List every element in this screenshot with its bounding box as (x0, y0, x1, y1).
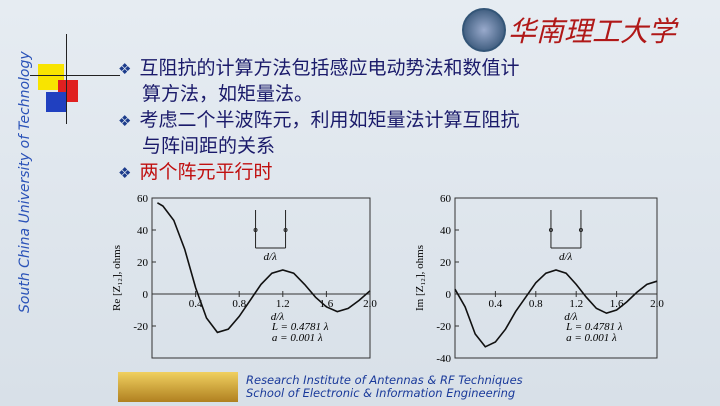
x-tick-label: 1.6 (320, 298, 334, 310)
bullet: ❖ 两个阵元平行时 (118, 161, 273, 183)
annotation: L = 0.4781 λ (271, 321, 329, 333)
bullet-text: 考虑二个半波阵元，利用如矩量法计算互阻抗 (139, 109, 520, 131)
curve (156, 202, 371, 334)
bullet: ❖ 考虑二个半波阵元，利用如矩量法计算互阻抗 与阵间距的关系 (118, 109, 520, 157)
annotation: a = 0.001 λ (566, 332, 617, 344)
inset-label: d/λ (264, 251, 278, 263)
feed (283, 228, 288, 232)
inset-label: d/λ (559, 251, 573, 263)
x-axis-label: d/λ (564, 311, 578, 323)
y-tick-label: 0 (446, 289, 452, 301)
y-axis-label: Im [Z₁₂], ohms (414, 245, 426, 311)
logo-text: 华南理工大学 (508, 15, 677, 48)
footer-line: Research Institute of Antennas & RF Tech… (246, 373, 523, 387)
x-tick-label: 2.0 (363, 298, 377, 310)
building-image (118, 372, 238, 402)
y-tick-label: -40 (436, 353, 451, 365)
bullet-text: 算方法，如矩量法。 (142, 83, 314, 105)
x-tick-label: 1.2 (276, 298, 290, 310)
feed (578, 228, 583, 232)
x-tick-label: 0.8 (529, 298, 543, 310)
y-tick-label: 40 (137, 225, 149, 237)
bullet-text: 与阵间距的关系 (142, 135, 276, 157)
y-tick-label: -20 (436, 321, 451, 333)
y-tick-label: 60 (440, 193, 452, 205)
footer: Research Institute of Antennas & RF Tech… (246, 374, 523, 400)
y-tick-label: 60 (137, 193, 149, 205)
y-tick-label: 20 (137, 257, 149, 269)
plot-frame (454, 197, 658, 359)
y-tick-label: -20 (133, 321, 148, 333)
footer-line: School of Electronic & Information Engin… (246, 386, 516, 400)
deco (66, 34, 67, 124)
y-tick-label: 20 (440, 257, 452, 269)
x-tick-label: 0.4 (189, 298, 203, 310)
y-axis-label: Re [Z₁₂], ohms (111, 245, 123, 311)
bullet-text: 两个阵元平行时 (139, 161, 273, 183)
y-tick-label: 40 (440, 225, 452, 237)
deco (46, 92, 66, 112)
x-tick-label: 1.2 (569, 298, 583, 310)
x-tick-label: 2.0 (650, 298, 664, 310)
x-tick-label: 0.8 (232, 298, 246, 310)
x-axis-label: d/λ (271, 311, 285, 323)
y-tick-label: 0 (143, 289, 149, 301)
annotation: L = 0.4781 λ (565, 321, 623, 333)
bullet: ❖ 互阻抗的计算方法包括感应电动势法和数值计 算方法，如矩量法。 (118, 57, 520, 105)
logo-emblem (462, 8, 506, 52)
x-tick-label: 1.6 (610, 298, 624, 310)
feed (253, 228, 258, 232)
plot-frame (151, 197, 371, 359)
bullet-text: 互阻抗的计算方法包括感应电动势法和数值计 (139, 57, 520, 79)
curve (454, 269, 658, 348)
x-tick-label: 0.4 (489, 298, 503, 310)
annotation: a = 0.001 λ (272, 332, 323, 344)
deco (30, 75, 120, 76)
feed (548, 228, 553, 232)
